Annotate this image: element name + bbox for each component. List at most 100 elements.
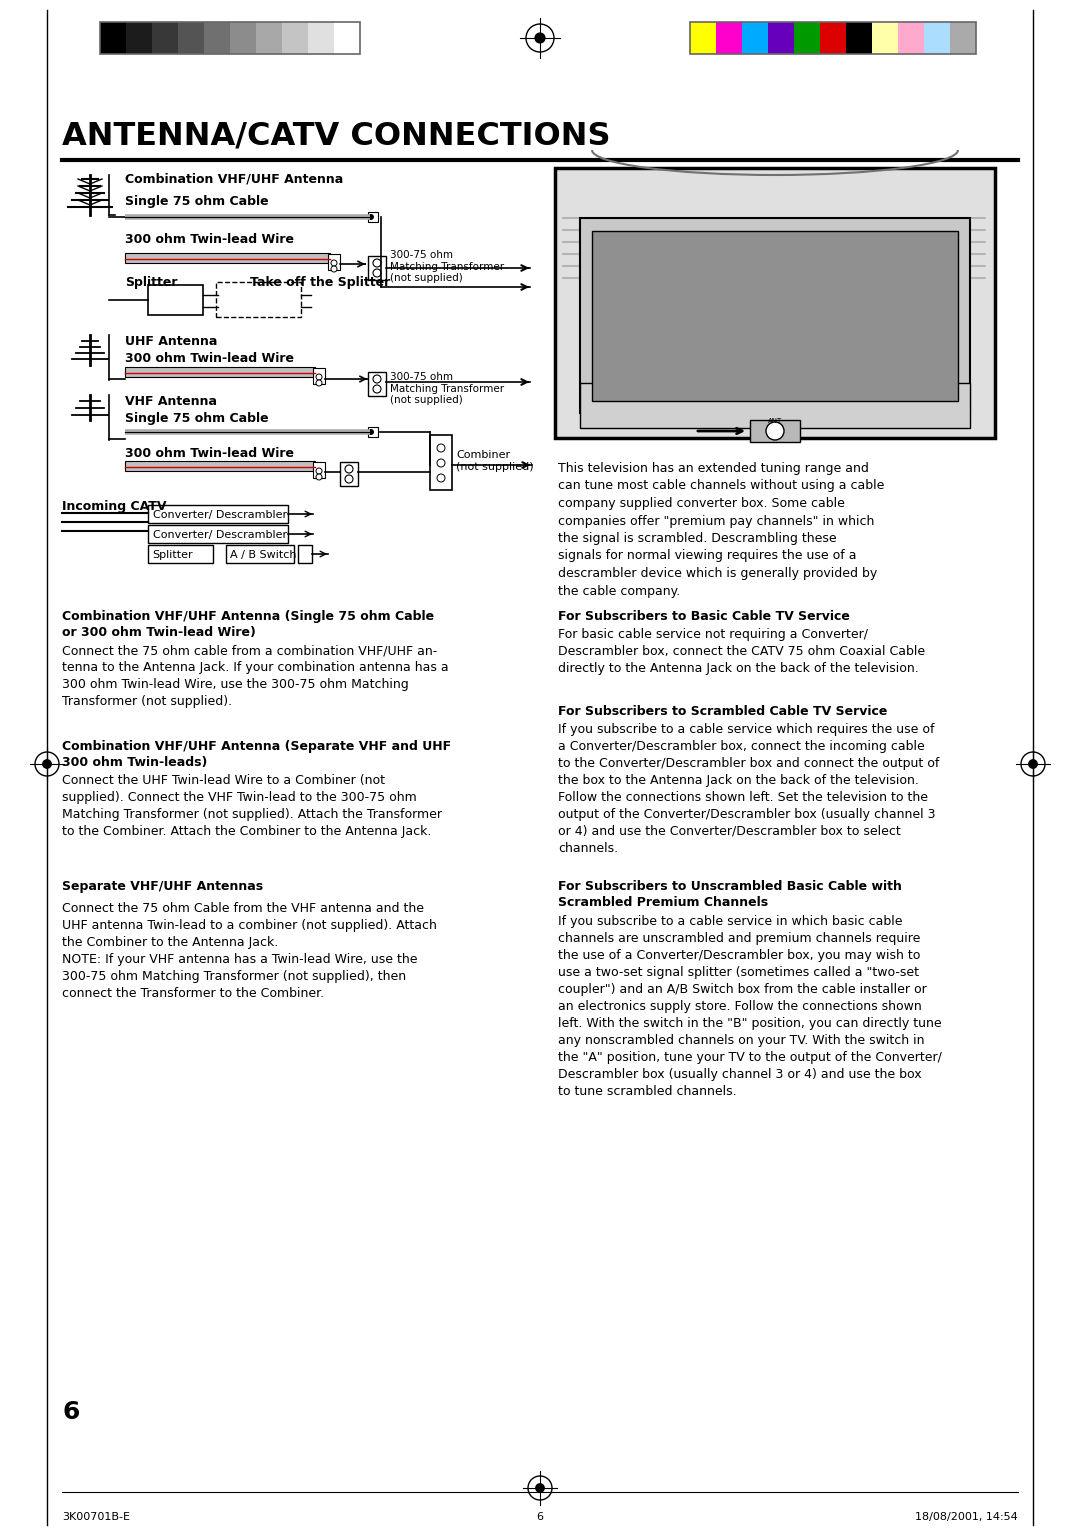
Bar [430,435,453,490]
Text: 300 ohm Twin-lead Wire: 300 ohm Twin-lead Wire [125,232,294,246]
Bar [148,504,288,523]
Circle shape [437,474,445,481]
Circle shape [373,385,381,393]
Bar [716,21,742,53]
Text: For Subscribers to Basic Cable TV Service: For Subscribers to Basic Cable TV Servic… [558,610,850,623]
Bar [580,219,970,413]
Text: If you subscribe to a cable service in which basic cable
channels are unscramble: If you subscribe to a cable service in w… [558,915,942,1099]
Bar [126,21,152,53]
Bar [368,371,386,396]
Circle shape [1029,759,1037,769]
Text: Converter/ Descrambler: Converter/ Descrambler [153,530,287,539]
Bar [750,420,800,442]
Bar [148,545,213,562]
Text: Combination VHF/UHF Antenna (Single 75 ohm Cable
or 300 ohm Twin-lead Wire): Combination VHF/UHF Antenna (Single 75 o… [62,610,434,639]
Bar [308,21,334,53]
Circle shape [330,266,337,272]
Text: 300 ohm Twin-lead Wire: 300 ohm Twin-lead Wire [125,448,294,460]
Bar [820,21,846,53]
Bar [846,21,872,53]
Bar [340,461,357,486]
Bar [580,384,970,428]
Bar [100,21,360,53]
Bar [334,21,360,53]
Circle shape [368,214,374,220]
Circle shape [368,429,374,435]
Circle shape [535,34,545,43]
Text: Converter/ Descrambler: Converter/ Descrambler [153,510,287,520]
Text: Connect the UHF Twin-lead Wire to a Combiner (not
supplied). Connect the VHF Twi: Connect the UHF Twin-lead Wire to a Comb… [62,775,442,837]
Text: Separate VHF/UHF Antennas: Separate VHF/UHF Antennas [62,880,264,892]
Circle shape [373,260,381,267]
Text: For basic cable service not requiring a Converter/
Descrambler box, connect the : For basic cable service not requiring a … [558,628,926,675]
Text: Combination VHF/UHF Antenna (Separate VHF and UHF
300 ohm Twin-leads): Combination VHF/UHF Antenna (Separate VH… [62,740,451,769]
Text: Single 75 ohm Cable: Single 75 ohm Cable [125,196,269,208]
Bar [555,168,995,439]
Bar [592,231,958,400]
Bar [690,21,976,53]
Text: Single 75 ohm Cable: Single 75 ohm Cable [125,413,269,425]
Text: VHF Antenna: VHF Antenna [125,396,217,408]
Bar [282,21,308,53]
Text: 18/08/2001, 14:54: 18/08/2001, 14:54 [915,1513,1018,1522]
Bar [368,212,378,222]
Bar [742,21,768,53]
Text: For Subscribers to Unscrambled Basic Cable with
Scrambled Premium Channels: For Subscribers to Unscrambled Basic Cab… [558,880,902,909]
Bar [328,254,340,270]
Text: 300-75 ohm
Matching Transformer
(not supplied): 300-75 ohm Matching Transformer (not sup… [390,371,504,405]
Bar [368,257,386,280]
Text: Splitter: Splitter [152,550,192,559]
Text: Connect the 75 ohm Cable from the VHF antenna and the
UHF antenna Twin-lead to a: Connect the 75 ohm Cable from the VHF an… [62,902,437,999]
Bar [230,21,256,53]
Bar [100,21,126,53]
Text: Combiner
(not supplied): Combiner (not supplied) [456,451,534,472]
Bar [690,21,716,53]
Bar [125,461,315,471]
Circle shape [373,374,381,384]
Text: This television has an extended tuning range and
can tune most cable channels wi: This television has an extended tuning r… [558,461,885,597]
Bar [148,526,288,542]
Text: Combination VHF/UHF Antenna: Combination VHF/UHF Antenna [125,173,343,186]
Text: Take off the Splitter: Take off the Splitter [249,277,390,289]
Circle shape [766,422,784,440]
Text: 300-75 ohm
Matching Transformer
(not supplied): 300-75 ohm Matching Transformer (not sup… [390,251,504,283]
Circle shape [316,474,322,480]
Bar [125,254,330,263]
Text: 6: 6 [537,1513,543,1522]
Bar [872,21,897,53]
Bar [794,21,820,53]
Circle shape [43,759,51,769]
Circle shape [345,475,353,483]
Text: A / B Switch: A / B Switch [230,550,297,559]
Text: If you subscribe to a cable service which requires the use of
a Converter/Descra: If you subscribe to a cable service whic… [558,723,940,856]
Circle shape [345,465,353,474]
Text: For Subscribers to Scrambled Cable TV Service: For Subscribers to Scrambled Cable TV Se… [558,704,888,718]
Bar [313,368,325,384]
Bar [924,21,950,53]
Text: Incoming CATV: Incoming CATV [62,500,166,513]
Bar [768,21,794,53]
Bar [298,545,312,562]
Bar [950,21,976,53]
Circle shape [373,269,381,277]
Bar [152,21,178,53]
Bar [216,283,301,316]
Text: 300 ohm Twin-lead Wire: 300 ohm Twin-lead Wire [125,351,294,365]
Text: UHF Antenna: UHF Antenna [125,335,217,348]
Circle shape [316,380,322,387]
Bar [148,286,203,315]
Bar [226,545,294,562]
Bar [178,21,204,53]
Bar [125,367,315,377]
Text: Connect the 75 ohm cable from a combination VHF/UHF an-
tenna to the Antenna Jac: Connect the 75 ohm cable from a combinat… [62,643,448,707]
Circle shape [316,468,322,474]
Bar [256,21,282,53]
Circle shape [437,458,445,468]
Text: 6: 6 [62,1400,79,1424]
Circle shape [330,260,337,266]
Text: 3K00701B-E: 3K00701B-E [62,1513,130,1522]
Bar [313,461,325,478]
Text: ANT: ANT [768,419,782,423]
Circle shape [437,445,445,452]
Circle shape [316,374,322,380]
